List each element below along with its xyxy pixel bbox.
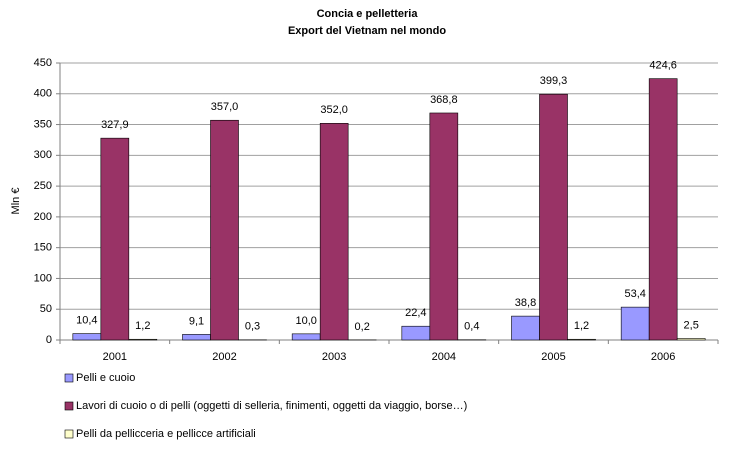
y-tick-label: 350	[34, 118, 52, 130]
bar	[319, 123, 349, 341]
x-tick-label: 2005	[541, 351, 565, 363]
bar	[648, 78, 678, 341]
legend-swatch	[64, 373, 74, 383]
data-label: 2,5	[684, 319, 699, 331]
y-axis-label: Mln €	[10, 188, 22, 215]
bar	[210, 119, 239, 341]
y-tick-label: 0	[46, 334, 52, 346]
data-label: 22,4	[405, 307, 426, 319]
y-tick-label: 450	[34, 57, 52, 69]
data-label: 424,6	[649, 60, 677, 72]
bar	[676, 338, 706, 341]
data-label: 38,8	[515, 297, 536, 309]
data-label: 9,1	[189, 315, 204, 327]
data-label: 1,2	[574, 320, 589, 332]
y-tick-label: 150	[34, 242, 52, 254]
data-label: 53,4	[624, 288, 645, 300]
legend-swatch	[64, 429, 74, 439]
data-label: 399,3	[540, 75, 568, 87]
data-label: 0,3	[245, 321, 260, 333]
bar	[72, 333, 102, 341]
bar	[620, 306, 650, 341]
x-tick-label: 2001	[103, 351, 127, 363]
y-tick-label: 400	[34, 88, 52, 100]
x-tick-label: 2006	[651, 351, 675, 363]
data-label: 10,4	[76, 315, 97, 327]
y-tick-label: 200	[34, 211, 52, 223]
x-tick-label: 2002	[212, 351, 236, 363]
legend-label: Lavori di cuoio o di pelli (oggetti di s…	[76, 400, 467, 412]
y-tick-label: 100	[34, 272, 52, 284]
legend-label: Pelli da pellicceria e pellicce artifici…	[76, 428, 256, 440]
data-label: 327,9	[101, 119, 129, 131]
data-label: 357,0	[211, 101, 239, 113]
data-label: 0,4	[464, 321, 479, 333]
data-label: 10,0	[295, 315, 316, 327]
bar	[100, 137, 130, 341]
bar	[429, 112, 459, 341]
bar	[567, 338, 596, 341]
bar	[128, 338, 158, 341]
bar	[401, 325, 431, 341]
y-tick-label: 250	[34, 180, 52, 192]
bar	[539, 93, 568, 341]
chart-subtitle: Export del Vietnam nel mondo	[288, 25, 446, 37]
data-label: 352,0	[320, 104, 348, 116]
data-label: 1,2	[135, 320, 150, 332]
legend-label: Pelli e cuoio	[76, 372, 135, 384]
y-tick-label: 300	[34, 149, 52, 161]
y-tick-label: 50	[40, 303, 52, 315]
bar	[291, 333, 321, 341]
data-label: 368,8	[430, 94, 458, 106]
legend-swatch	[64, 401, 74, 411]
data-label: 0,2	[355, 321, 370, 333]
x-tick-label: 2004	[432, 351, 456, 363]
x-tick-label: 2003	[322, 351, 346, 363]
bar	[182, 334, 211, 341]
bar	[511, 315, 540, 341]
chart-title: Concia e pelletteria	[317, 8, 419, 20]
